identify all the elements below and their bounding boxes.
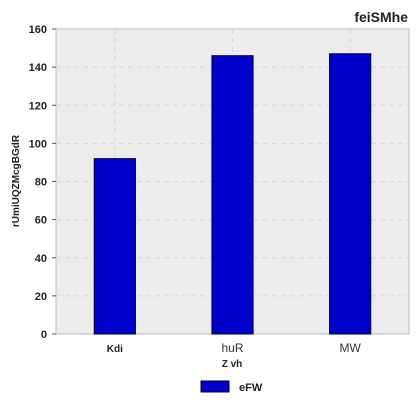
y-axis-ticks: 0 20 40 60 80 100 120 140 160 xyxy=(29,24,56,341)
y-tick-label: 140 xyxy=(29,62,47,74)
y-tick-label: 100 xyxy=(29,138,47,150)
bar-Kdi xyxy=(93,158,136,335)
y-tick-label: 80 xyxy=(35,177,47,189)
chart-title: feiSMhe xyxy=(354,9,408,25)
y-tick-label: 20 xyxy=(35,291,47,303)
y-tick-label: 160 xyxy=(29,24,47,36)
y-tick-label: 0 xyxy=(41,329,47,341)
legend: eFW xyxy=(200,380,263,394)
x-tick-label: MW xyxy=(340,341,362,355)
legend-label: eFW xyxy=(239,382,263,394)
bars xyxy=(93,53,372,335)
bar-MW xyxy=(329,53,372,335)
x-tick-label: Kdi xyxy=(107,344,123,355)
legend-swatch xyxy=(200,380,230,393)
x-axis-label: Z vh xyxy=(222,359,243,370)
y-tick-label: 40 xyxy=(35,253,47,265)
x-axis-ticks: Kdi huR MW xyxy=(107,341,362,355)
x-tick-label: huR xyxy=(221,341,243,355)
y-tick-label: 60 xyxy=(35,215,47,227)
y-tick-label: 120 xyxy=(29,100,47,112)
y-axis-label: rUmiUQZMcgBGdR xyxy=(11,134,22,227)
bar-huR xyxy=(211,55,254,335)
